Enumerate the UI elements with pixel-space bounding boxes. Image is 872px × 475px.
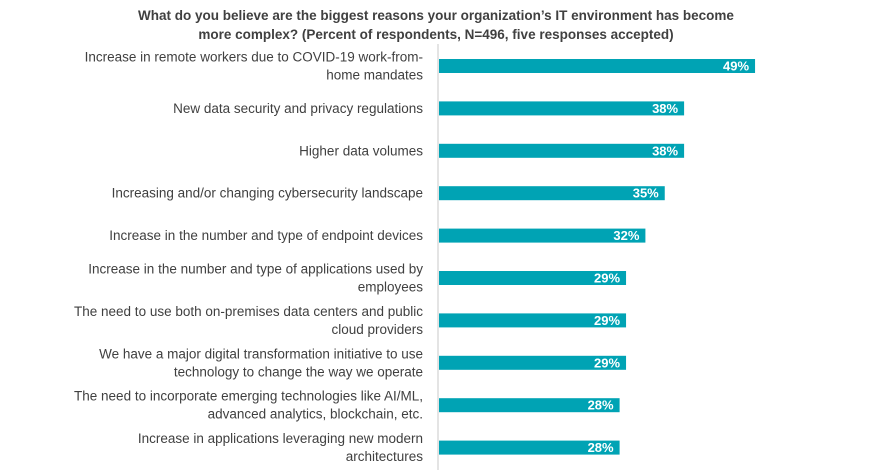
category-label-8: We have a major digital transformation i… <box>99 346 423 379</box>
bar-8 <box>439 355 627 370</box>
value-label-2: 38% <box>652 101 678 116</box>
chart-title-line-2: more complex? (Percent of respondents, N… <box>198 27 674 42</box>
bar-10 <box>439 440 620 455</box>
category-label-7: The need to use both on-premises data ce… <box>74 304 423 337</box>
bar-4 <box>439 186 665 201</box>
category-label-8-line-2: technology to change the way we operate <box>174 364 423 379</box>
category-label-7-line-2: cloud providers <box>331 322 423 337</box>
value-label-3: 38% <box>652 143 678 158</box>
category-label-4-line-1: Increasing and/or changing cybersecurity… <box>112 186 423 201</box>
value-label-4: 35% <box>633 186 659 201</box>
category-label-2: New data security and privacy regulation… <box>173 101 423 116</box>
bar-6 <box>439 271 627 285</box>
chart-title-line-1: What do you believe are the biggest reas… <box>138 8 734 23</box>
category-label-4: Increasing and/or changing cybersecurity… <box>112 186 423 201</box>
category-label-9-line-2: advanced analytics, blockchain, etc. <box>208 407 423 422</box>
category-label-9: The need to incorporate emerging technol… <box>74 389 423 422</box>
category-label-2-line-1: New data security and privacy regulation… <box>173 101 423 116</box>
category-label-8-line-1: We have a major digital transformation i… <box>99 346 423 361</box>
bar-2 <box>439 101 685 116</box>
category-label-6: Increase in the number and type of appli… <box>88 262 423 295</box>
category-label-10-line-2: architectures <box>346 449 424 464</box>
category-label-3-line-1: Higher data volumes <box>299 143 423 158</box>
value-label-10: 28% <box>588 440 614 455</box>
chart-title: What do you believe are the biggest reas… <box>0 6 872 44</box>
category-labels-group: Increase in remote workers due to COVID-… <box>74 50 423 465</box>
value-label-1: 49% <box>723 59 749 74</box>
bar-3 <box>439 143 685 158</box>
category-label-3: Higher data volumes <box>299 143 423 158</box>
value-label-5: 32% <box>613 228 639 243</box>
bar-7 <box>439 313 627 328</box>
value-label-7: 29% <box>594 313 620 328</box>
category-label-10: Increase in applications leveraging new … <box>138 431 423 464</box>
bar-9 <box>439 398 620 413</box>
bar-1 <box>439 59 756 73</box>
category-label-6-line-1: Increase in the number and type of appli… <box>88 262 423 277</box>
category-label-6-line-2: employees <box>358 280 424 295</box>
bars-group <box>439 59 756 455</box>
bar-5 <box>439 228 646 243</box>
value-label-8: 29% <box>594 355 620 370</box>
value-label-6: 29% <box>594 271 620 286</box>
category-label-10-line-1: Increase in applications leveraging new … <box>138 431 423 446</box>
value-label-9: 28% <box>588 398 614 413</box>
category-label-1-line-2: home mandates <box>326 68 423 83</box>
category-label-5: Increase in the number and type of endpo… <box>109 228 423 243</box>
category-label-1: Increase in remote workers due to COVID-… <box>85 50 424 83</box>
value-labels-group: 49% 38% 38% 35% 32% 29% 29% 29% 28% 28% <box>588 59 750 456</box>
category-label-7-line-1: The need to use both on-premises data ce… <box>74 304 423 319</box>
category-label-5-line-1: Increase in the number and type of endpo… <box>109 228 423 243</box>
category-label-1-line-1: Increase in remote workers due to COVID-… <box>85 50 423 65</box>
category-label-9-line-1: The need to incorporate emerging technol… <box>74 389 423 404</box>
